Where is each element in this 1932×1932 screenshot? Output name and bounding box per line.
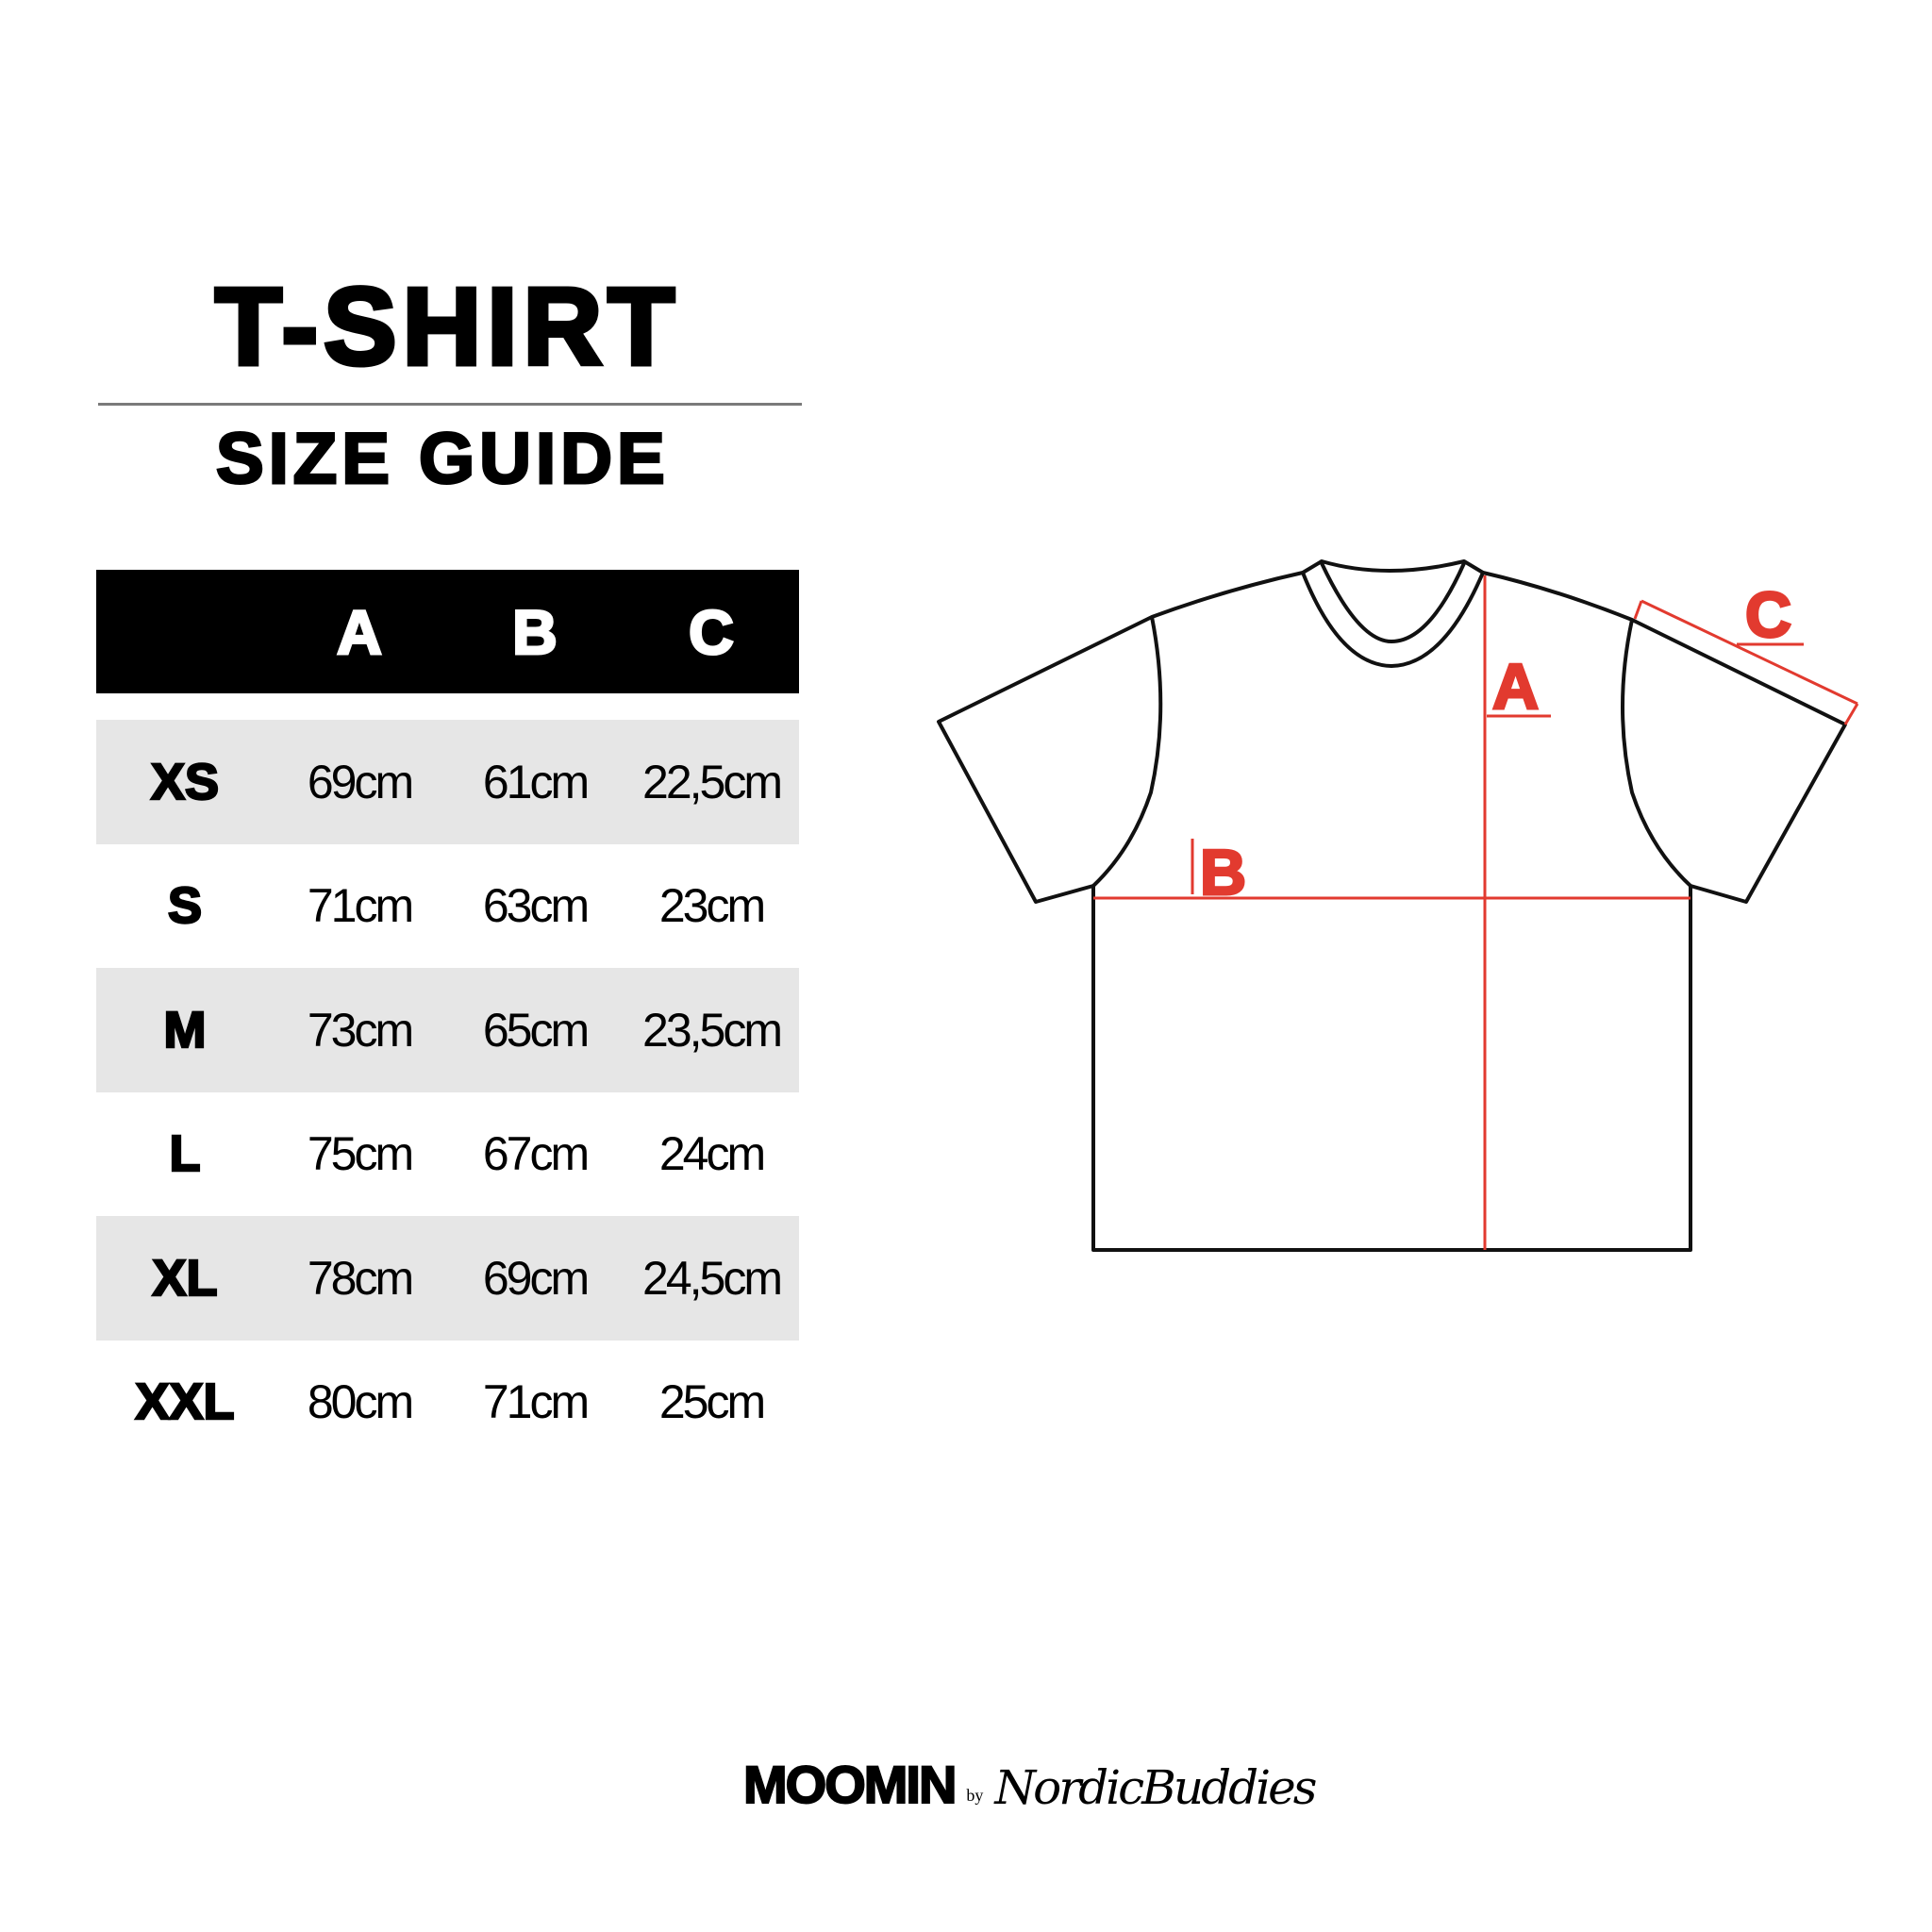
page-title: T-SHIRT (212, 265, 681, 388)
measure-c-line (1641, 599, 1858, 706)
size-cell: L (168, 1125, 202, 1183)
value-b: 67cm (482, 1127, 590, 1181)
table-row: S 71cm 63cm 23cm (96, 844, 799, 969)
logo-moomin: MOOMIN (742, 1755, 958, 1814)
label-a: A (1491, 651, 1540, 723)
page-subtitle: SIZE GUIDE (215, 419, 670, 499)
size-cell: XL (151, 1249, 219, 1307)
logo-by: by (966, 1786, 984, 1805)
value-b: 69cm (482, 1251, 590, 1305)
table-row: L 75cm 67cm 24cm (96, 1092, 799, 1217)
value-c: 24cm (658, 1127, 766, 1181)
value-a: 78cm (307, 1251, 414, 1305)
value-a: 73cm (307, 1003, 414, 1057)
value-a: 80cm (307, 1375, 414, 1429)
size-cell: S (167, 877, 204, 935)
table-row: XXL 80cm 71cm 25cm (96, 1341, 799, 1465)
tshirt-outline (937, 559, 1847, 1252)
value-a: 71cm (307, 879, 414, 933)
value-a: 75cm (307, 1127, 414, 1181)
value-b: 71cm (482, 1375, 590, 1429)
size-cell: M (162, 1001, 207, 1058)
table-row: M 73cm 65cm 23,5cm (96, 968, 799, 1092)
header-b: B (511, 596, 559, 667)
table-body: XS 69cm 61cm 22,5cm S 71cm 63cm 23cm M 73cm 65cm 23… (96, 720, 799, 1464)
value-b: 65cm (482, 1003, 590, 1057)
logo-nordicbuddies: NordicBuddies (994, 1760, 1317, 1815)
size-cell: XXL (134, 1374, 236, 1431)
value-c: 23cm (658, 879, 766, 933)
measure-c-tick-right (1843, 703, 1859, 725)
size-table: A B C XS 69cm 61cm 22,5cm S 71cm 63cm 23cm M 73cm… (96, 570, 799, 1464)
table-row: XS 69cm 61cm 22,5cm (96, 720, 799, 844)
value-c: 24,5cm (642, 1251, 783, 1305)
header-a: A (336, 596, 384, 667)
table-row: XL 78cm 69cm 24,5cm (96, 1216, 799, 1341)
label-b: B (1198, 837, 1247, 908)
table-header: A B C (96, 570, 799, 693)
value-c: 25cm (658, 1375, 766, 1429)
value-b: 63cm (482, 879, 590, 933)
header-c: C (688, 596, 736, 667)
brand-logo: MOOMIN by NordicBuddies (742, 1755, 1317, 1815)
value-c: 23,5cm (642, 1003, 783, 1057)
title-divider (98, 403, 802, 406)
measure-c-tick-left (1633, 600, 1643, 620)
size-cell: XS (150, 753, 221, 810)
label-c: C (1743, 579, 1792, 651)
value-b: 61cm (482, 755, 590, 808)
value-c: 22,5cm (642, 755, 783, 808)
measurement-lines (1093, 575, 1859, 1250)
value-a: 69cm (307, 755, 414, 808)
